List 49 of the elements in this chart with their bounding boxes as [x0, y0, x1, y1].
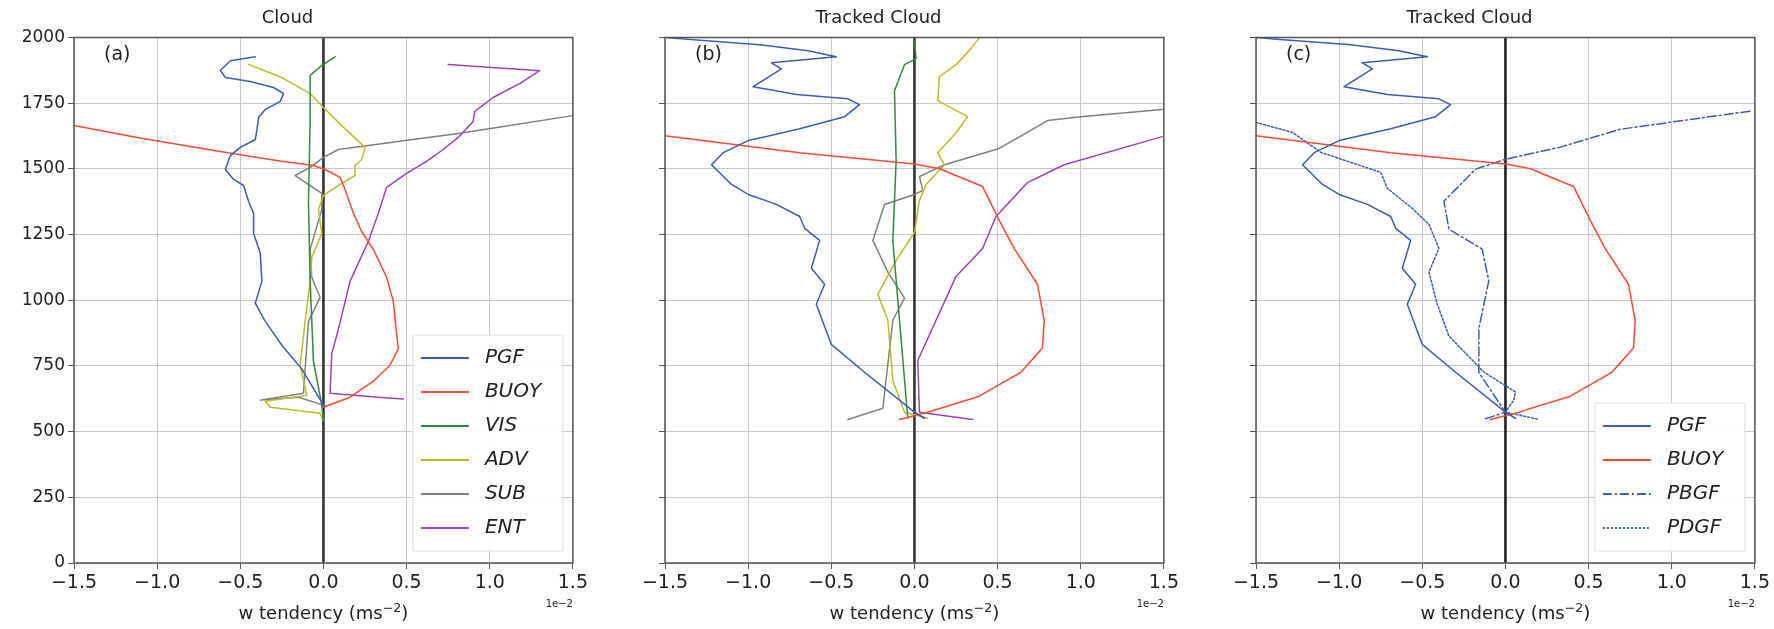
text: 1e−2	[1136, 597, 1164, 609]
x-tick-label: 1.5	[1148, 570, 1179, 593]
legend-label: BUOY	[1666, 446, 1725, 471]
text: 1e−2	[545, 597, 573, 609]
x-tick-label: −1.0	[725, 570, 772, 593]
y-tick-label: 250	[32, 485, 65, 506]
chart-title: Tracked Cloud	[1405, 6, 1533, 28]
x-tick-label: 0.0	[1490, 570, 1521, 593]
legend-label: PGF	[484, 344, 525, 369]
x-tick-label: −1.0	[1316, 570, 1363, 593]
legend-label: PDGF	[1666, 514, 1722, 539]
y-tick-label: 1250	[21, 223, 65, 244]
y-tick-label: 500	[32, 420, 65, 441]
y-tick-label: 1500	[21, 157, 65, 178]
x-tick-label: −0.5	[217, 570, 264, 593]
legend-label: SUB	[484, 480, 526, 505]
annotation: (c)	[1286, 42, 1312, 65]
legend-label: VIS	[484, 412, 518, 437]
x-tick-label: 1.0	[1656, 570, 1687, 593]
x-tick-label: 1.5	[557, 570, 588, 593]
annotation: (b)	[695, 42, 722, 65]
x-tick-label: −1.0	[134, 570, 181, 593]
legend-label: ENT	[484, 514, 527, 539]
x-tick-label: −1.5	[50, 570, 98, 593]
x-tick-label: 0.5	[391, 570, 422, 593]
y-tick-label: 0	[54, 551, 65, 572]
legend-label: ADV	[482, 446, 529, 471]
chart-title: Tracked Cloud	[814, 6, 942, 28]
x-tick-label: −0.5	[808, 570, 855, 593]
x-tick-label: 1.0	[1065, 570, 1096, 593]
x-tick-label: 0.0	[899, 570, 930, 593]
y-tick-label: 2000	[21, 26, 65, 47]
x-tick-label: 0.0	[308, 570, 339, 593]
legend-label: BUOY	[484, 378, 543, 403]
legend-label: PBGF	[1666, 480, 1721, 505]
x-tick-label: −0.5	[1399, 570, 1446, 593]
chart-title: Cloud	[261, 6, 314, 28]
x-tick-label: 0.5	[982, 570, 1013, 593]
x-tick-label: 1.0	[474, 570, 505, 593]
annotation: (a)	[104, 42, 131, 65]
text: 1e−2	[1727, 597, 1755, 609]
x-tick-label: −1.5	[1232, 570, 1280, 593]
y-tick-label: 1000	[21, 288, 65, 309]
x-tick-label: 1.5	[1739, 570, 1770, 593]
y-tick-label: 1750	[21, 91, 65, 112]
legend-label: PGF	[1666, 412, 1707, 437]
x-tick-label: 0.5	[1573, 570, 1604, 593]
x-tick-label: −1.5	[641, 570, 689, 593]
y-tick-label: 750	[32, 354, 65, 375]
